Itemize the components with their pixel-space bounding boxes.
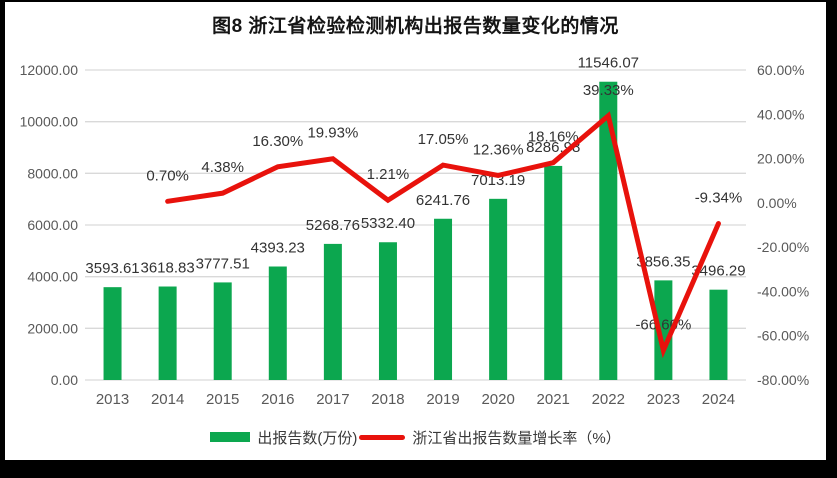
right-axis-tick-label: 20.00% — [757, 151, 804, 167]
x-axis-label-2018: 2018 — [371, 391, 404, 408]
bar-value-label: 5332.40 — [361, 215, 415, 232]
bar-2023 — [654, 280, 673, 380]
bar-value-label: 7013.19 — [471, 172, 525, 189]
bar-2019 — [434, 218, 453, 380]
bar-value-label: 6241.76 — [416, 192, 470, 209]
x-axis-label-2020: 2020 — [481, 391, 514, 408]
bar-value-label: 3618.83 — [141, 260, 195, 277]
left-axis-tick-label: 4000.00 — [27, 269, 78, 285]
bar-2013 — [103, 287, 122, 380]
growth-value-label: 1.21% — [367, 166, 410, 183]
bar-value-label: 3496.29 — [691, 263, 745, 280]
right-axis-tick-label: -80.00% — [757, 372, 809, 388]
plot-group: 12000.00 10000.00 8000.00 6000.00 4000.00 200… — [20, 55, 810, 408]
bar-2020 — [489, 198, 508, 380]
bar-value-label: 4393.23 — [251, 240, 305, 257]
x-axis-label-2024: 2024 — [702, 391, 735, 408]
chart-area: 图8 浙江省检验检测机构出报告数量变化的情况 12000.00 10000.00 8… — [5, 2, 826, 460]
x-axis-label-2014: 2014 — [151, 391, 184, 408]
bar-2018 — [378, 242, 397, 380]
bar-2021 — [544, 165, 563, 380]
bar-value-label: 3856.35 — [636, 253, 690, 270]
bar-value-label: 3777.51 — [196, 255, 250, 272]
x-axis-label-2023: 2023 — [647, 391, 680, 408]
chart-legend: 出报告数(万份) 浙江省出报告数量增长率（%） — [5, 426, 826, 448]
legend-item-line: 浙江省出报告数量增长率（%） — [357, 427, 621, 448]
growth-value-label: 12.36% — [473, 141, 524, 158]
growth-value-label: 4.38% — [201, 159, 244, 176]
legend-line-label: 浙江省出报告数量增长率（%） — [412, 429, 621, 447]
bar-2014 — [158, 286, 177, 380]
bar-value-label: 11546.07 — [578, 55, 639, 72]
bar-2022 — [599, 81, 618, 380]
legend-bar-label: 出报告数(万份) — [257, 429, 358, 447]
x-axis-label-2019: 2019 — [426, 391, 459, 408]
right-axis-tick-label: 60.00% — [757, 62, 804, 78]
left-axis-tick-label: 12000.00 — [20, 62, 79, 78]
bar-value-label: 5268.76 — [306, 217, 360, 234]
x-axis-label-2015: 2015 — [206, 391, 239, 408]
bar-2015 — [213, 282, 232, 380]
growth-value-label: 19.93% — [307, 125, 358, 142]
x-axis-label-2016: 2016 — [261, 391, 294, 408]
right-axis-tick-label: 40.00% — [757, 106, 804, 122]
growth-value-label: 39.33% — [583, 82, 634, 99]
legend-bar-swatch-icon — [210, 432, 251, 442]
growth-value-label: 16.30% — [252, 133, 303, 150]
x-axis-label-2022: 2022 — [592, 391, 625, 408]
left-axis-tick-label: 6000.00 — [27, 217, 78, 233]
bar-2024 — [709, 289, 728, 380]
growth-value-label: 0.70% — [146, 167, 189, 184]
x-axis-label-2021: 2021 — [537, 391, 570, 408]
left-axis-tick-label: 2000.00 — [27, 320, 78, 336]
right-axis-tick-label: -40.00% — [757, 283, 809, 299]
right-axis-tick-label: 0.00% — [757, 195, 797, 211]
growth-value-label: -66.60% — [635, 316, 691, 333]
bar-2017 — [323, 243, 342, 380]
growth-value-label: -9.34% — [695, 190, 743, 207]
right-axis-tick-label: -60.00% — [757, 328, 809, 344]
bar-2016 — [268, 266, 287, 380]
x-axis-label-2013: 2013 — [96, 391, 129, 408]
chart-canvas: 12000.00 10000.00 8000.00 6000.00 4000.00 200… — [20, 55, 810, 408]
growth-value-label: 18.16% — [528, 129, 579, 146]
growth-value-label: 17.05% — [418, 131, 469, 148]
growth-line — [165, 111, 721, 359]
bar-value-label: 3593.61 — [85, 260, 139, 277]
x-axis-label-2017: 2017 — [316, 391, 349, 408]
left-axis-tick-label: 8000.00 — [27, 165, 78, 181]
legend-item-bars: 出报告数(万份) — [210, 427, 357, 448]
left-axis-tick-label: 0.00 — [51, 372, 78, 388]
legend-line-swatch-icon — [359, 434, 406, 440]
left-axis-tick-label: 10000.00 — [20, 114, 79, 130]
chart-title: 图8 浙江省检验检测机构出报告数量变化的情况 — [212, 16, 619, 37]
right-axis-tick-label: -20.00% — [757, 239, 809, 255]
